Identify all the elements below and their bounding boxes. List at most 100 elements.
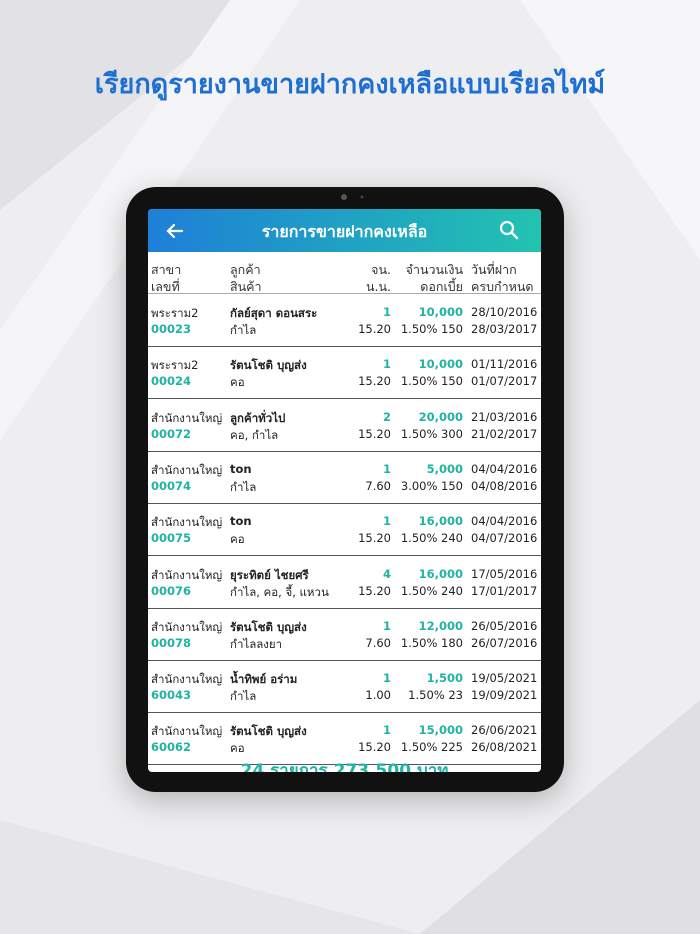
app-bar: รายการขายฝากคงเหลือ: [148, 209, 541, 252]
table-cell: 28/10/2016: [471, 305, 538, 319]
screen: รายการขายฝากคงเหลือ สาขาเลขที่ ลูกค้าสินค…: [148, 209, 541, 772]
column-header: ดอกเบี้ย: [420, 279, 463, 294]
table-cell: 1,500: [426, 671, 463, 686]
table-cell: 00024: [151, 374, 192, 389]
table-cell: รัตนโชติ บุญส่ง: [230, 724, 307, 739]
table-cell: พระราม2: [151, 306, 199, 320]
table-cell: 01/07/2017: [471, 374, 538, 389]
column-header: จำนวนเงิน: [405, 262, 463, 277]
table-cell: กำไลลงยา: [230, 636, 283, 651]
table-cell: 1: [382, 461, 391, 476]
table-cell: 15.20: [358, 374, 391, 389]
app-bar-title: รายการขายฝากคงเหลือ: [261, 222, 428, 241]
search-button[interactable]: [498, 219, 520, 241]
column-header: จน.: [371, 262, 391, 277]
table-cell: 15.20: [358, 583, 391, 598]
table-cell: 26/06/2021: [471, 723, 538, 738]
table-cell: 3.00% 150: [400, 478, 463, 493]
table-row: สำนักงานใหญ่ 60043 น้ำทิพย์ อร่ามกำไล 1 1.00…: [148, 660, 541, 714]
table-cell: ลูกค้าทั่วไป: [230, 410, 286, 425]
table-cell: 00072: [151, 426, 192, 441]
table-cell: 5,000: [426, 461, 463, 476]
table-cell: 1.50% 240: [400, 583, 463, 598]
column-header: สาขา: [151, 262, 182, 277]
column-header: สินค้า: [230, 279, 262, 294]
table-row: สำนักงานใหญ่ 00075 ton คอ 1 15.20 16,000 1.50% …: [148, 503, 541, 557]
back-button[interactable]: [164, 220, 186, 242]
table-cell: 16,000: [418, 566, 463, 581]
table-cell: 1.50% 225: [400, 740, 463, 755]
table-cell: 1: [382, 514, 391, 529]
table-cell: สำนักงานใหญ่: [151, 672, 223, 687]
table-cell: กำไล: [230, 479, 257, 494]
table-cell: 21/02/2017: [471, 426, 538, 441]
column-header: เลขที่: [151, 279, 180, 294]
table-cell: คอ: [230, 741, 245, 756]
table-cell: 15.20: [358, 740, 391, 755]
table-cell: 1: [382, 618, 391, 633]
table-cell: 7.60: [365, 635, 391, 650]
headline: เรียกดูรายงานขายฝากคงเหลือแบบเรียลไทม์: [94, 69, 606, 100]
table-row: พระราม2 00023 กัลย์สุดา ดอนสระกำไล 1 15.20 10…: [148, 294, 541, 347]
table-cell: น้ำทิพย์ อร่าม: [230, 672, 298, 687]
table-cell: 1: [382, 723, 391, 738]
table-cell: 04/07/2016: [471, 531, 538, 546]
table-cell: รัตนโชติ บุญส่ง: [230, 619, 307, 634]
table-cell: ยุระทิตย์ ไชยศรี: [230, 567, 309, 582]
table-cell: กัลย์สุดา ดอนสระ: [230, 306, 318, 320]
table-cell: คอ, กำไล: [230, 427, 279, 442]
table-cell: 1: [382, 357, 391, 372]
table-cell: 1.50% 150: [400, 322, 463, 336]
table-cell: 20,000: [418, 409, 463, 424]
table-cell: 1.50% 150: [400, 374, 463, 389]
table-cell: 00075: [151, 531, 192, 546]
table-row: สำนักงานใหญ่ 00076 ยุระทิตย์ ไชยศรีกำไล, ค…: [148, 556, 541, 609]
table-cell: 15.20: [358, 531, 391, 546]
table-cell: 00023: [151, 322, 192, 336]
table-cell: 00076: [151, 583, 192, 598]
column-header: น.น.: [365, 279, 391, 294]
table-cell: คอ: [230, 375, 245, 390]
table-cell: 10,000: [418, 305, 463, 319]
table-cell: สำนักงานใหญ่: [151, 567, 223, 582]
table-cell: 15.20: [358, 426, 391, 441]
table-cell: กำไล: [230, 323, 257, 337]
table-cell: 1: [382, 671, 391, 686]
column-header: วันที่ฝาก: [471, 262, 517, 277]
table-row: สำนักงานใหญ่ 00074 ton กำไล 1 7.60 5,000 3.00% …: [148, 451, 541, 504]
table-cell: 17/01/2017: [471, 583, 538, 598]
table-cell: กำไล: [230, 689, 257, 704]
table-cell: 21/03/2016: [471, 409, 538, 424]
table-cell: 1.50% 180: [400, 635, 463, 650]
table-cell: 1.50% 23: [408, 688, 463, 703]
table-cell: 15,000: [418, 723, 463, 738]
table-cell: สำนักงานใหญ่: [151, 619, 223, 634]
table-cell: 26/07/2016: [471, 635, 538, 650]
table-cell: 00074: [151, 478, 192, 493]
table-cell: ton: [230, 514, 252, 529]
table-cell: 2: [382, 409, 391, 424]
table-cell: 19/05/2021: [471, 671, 538, 686]
table-cell: 26/08/2021: [471, 740, 538, 755]
table-cell: สำนักงานใหญ่: [151, 724, 223, 739]
column-header: ลูกค้า: [230, 262, 261, 277]
table-cell: สำนักงานใหญ่: [151, 410, 223, 425]
table-cell: 60043: [151, 688, 192, 703]
table-cell: 60062: [151, 740, 192, 755]
table-row: พระราม2 00024 รัตนโชติ บุญส่ง คอ 1 15.20 10,00…: [148, 346, 541, 400]
table-cell: 15.20: [358, 322, 391, 336]
table-cell: 04/04/2016: [471, 461, 538, 476]
table-cell: 16,000: [418, 514, 463, 529]
column-header: ครบกำหนด: [471, 279, 534, 294]
table-cell: 1.00: [365, 688, 391, 703]
table-cell: 1: [382, 305, 391, 319]
table-cell: 17/05/2016: [471, 566, 538, 581]
table-cell: 1.50% 240: [400, 531, 463, 546]
table-cell: กำไล, คอ, จี้, แหวน: [230, 584, 329, 599]
table-cell: สำนักงานใหญ่: [151, 462, 223, 477]
table-cell: 26/05/2016: [471, 618, 538, 633]
table-cell: 00078: [151, 635, 192, 650]
table-cell: สำนักงานใหญ่: [151, 515, 223, 530]
